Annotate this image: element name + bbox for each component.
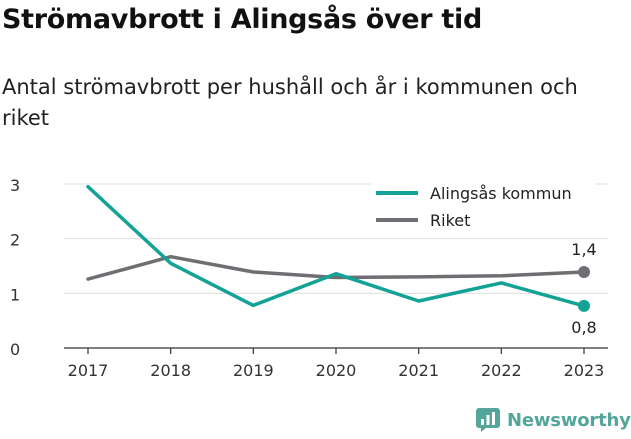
x-tick-label: 2018 (150, 361, 191, 380)
x-tick-label: 2017 (68, 361, 109, 380)
data-point (578, 299, 590, 312)
legend-background (371, 180, 596, 236)
legend-label: Riket (430, 211, 470, 230)
data-point (578, 266, 590, 279)
y-axis-ticks: 0 1 2 3 (10, 176, 20, 359)
chart-series: 1,4 0,8 (86, 184, 597, 337)
legend-label: Alingsås kommun (430, 184, 572, 203)
x-tick-label: 2023 (564, 361, 605, 380)
x-tick-label: 2020 (316, 361, 357, 380)
end-value-label: 0,8 (571, 318, 596, 337)
chart-title: Strömavbrott i Alingsås över tid (2, 4, 483, 35)
brand-logo: Newsworthy (476, 408, 631, 432)
x-tick-label: 2021 (398, 361, 439, 380)
newsworthy-logo-icon (476, 408, 500, 432)
x-tick-label: 2019 (233, 361, 274, 380)
x-tick-label: 2022 (481, 361, 522, 380)
chart-subtitle: Antal strömavbrott per hushåll och år i … (2, 75, 578, 130)
brand-name: Newsworthy (507, 409, 631, 431)
y-tick-label: 2 (10, 231, 20, 250)
y-tick-label: 1 (10, 285, 20, 304)
y-tick-label: 0 (10, 340, 20, 359)
x-axis: 2017 2018 2019 2020 2021 2022 2023 (64, 347, 608, 380)
chart-legend: Alingsås kommun Riket (371, 180, 596, 236)
end-value-label: 1,4 (571, 240, 596, 259)
series-line-1 (86, 254, 586, 281)
y-tick-label: 3 (10, 176, 20, 195)
